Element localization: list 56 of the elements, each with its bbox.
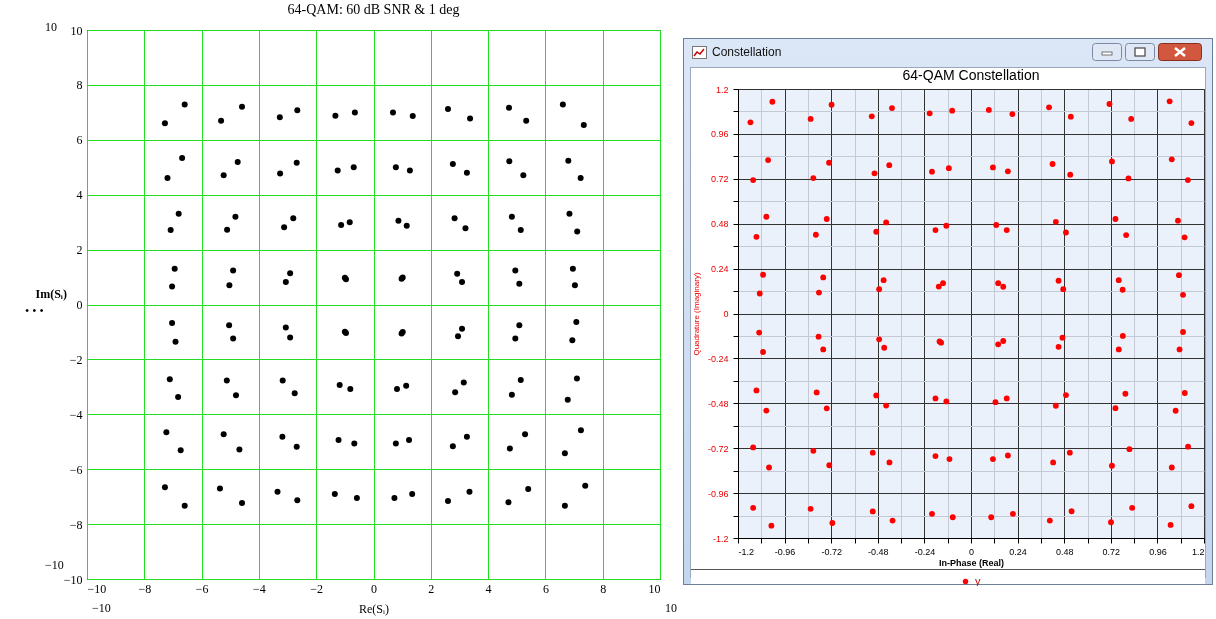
x-tick-label: 6 (542, 581, 549, 596)
x-tick-label: 0 (371, 581, 377, 596)
x-tick-label: 0 (968, 546, 975, 557)
y-tick-label: 10 (70, 23, 83, 38)
y-tick-label: -0.96 (707, 488, 729, 499)
text: −10 (92, 601, 111, 615)
x-axis-title: Re(Sᵢ) (359, 601, 389, 616)
y-tick-label: -0.24 (707, 353, 729, 364)
y-tick-label: 8 (76, 78, 83, 93)
y-tick-label: -0.48 (707, 398, 729, 409)
y-tick-label: −2 (69, 352, 83, 367)
y-tick-label: −8 (69, 517, 83, 532)
y-axis-title: Im(Sᵢ) (35, 286, 67, 301)
y-tick-label: 4 (76, 188, 83, 203)
x-tick-label: −2 (310, 581, 324, 596)
chart-title: 64-QAM Constellation (902, 67, 1040, 83)
y-tick-label: 0 (76, 298, 83, 312)
x-tick-label: -0.24 (914, 546, 936, 557)
y-tick-label: 0.24 (710, 264, 729, 275)
y-tick-label: −4 (69, 407, 83, 422)
y-tick-label: 6 (76, 133, 83, 148)
x-tick-label: 10 (648, 581, 661, 596)
y-tick-label: 0.72 (710, 174, 729, 185)
x-tick-label: −10 (87, 581, 107, 596)
y-tick-label: 2 (76, 243, 83, 258)
x-tick-label: 0.48 (1055, 546, 1074, 557)
y-tick-label: 1.2 (715, 84, 729, 95)
x-tick-label: 0.96 (1149, 546, 1167, 557)
y-tick-label: −6 (69, 462, 83, 477)
text: −10 (45, 558, 64, 572)
y-tick-label: 0.48 (710, 219, 729, 230)
text: Constellation (712, 45, 782, 59)
y-tick-label: -1.2 (712, 533, 729, 544)
x-tick-label: 0.24 (1009, 546, 1027, 557)
x-tick-label: 4 (485, 581, 492, 596)
text: 10 (665, 601, 677, 615)
text: y (975, 574, 981, 587)
x-tick-label: −4 (253, 581, 266, 596)
text: • • • (25, 304, 44, 318)
x-tick-label: -1.2 (738, 546, 755, 557)
y-tick-label: -0.72 (707, 443, 729, 454)
y-tick-label: 0 (723, 309, 729, 319)
x-tick-label: −6 (195, 581, 209, 596)
x-tick-label: 8 (600, 581, 607, 596)
chart-title: 64-QAM: 60 dB SNR & 1 deg (287, 2, 460, 17)
x-axis-title: In-Phase (Real) (938, 557, 1005, 568)
x-tick-label: −8 (138, 581, 152, 596)
x-tick-label: -0.48 (868, 546, 889, 557)
y-axis-title: Quadrature (Imaginary) (691, 272, 701, 356)
x-tick-label: -0.96 (774, 546, 796, 557)
text: 10 (45, 20, 57, 34)
x-tick-label: 0.72 (1102, 546, 1121, 557)
x-tick-label: 1.2 (1191, 546, 1205, 557)
x-tick-label: -0.72 (821, 546, 842, 557)
y-tick-label: 0.96 (710, 129, 729, 140)
x-tick-label: 2 (428, 581, 435, 596)
